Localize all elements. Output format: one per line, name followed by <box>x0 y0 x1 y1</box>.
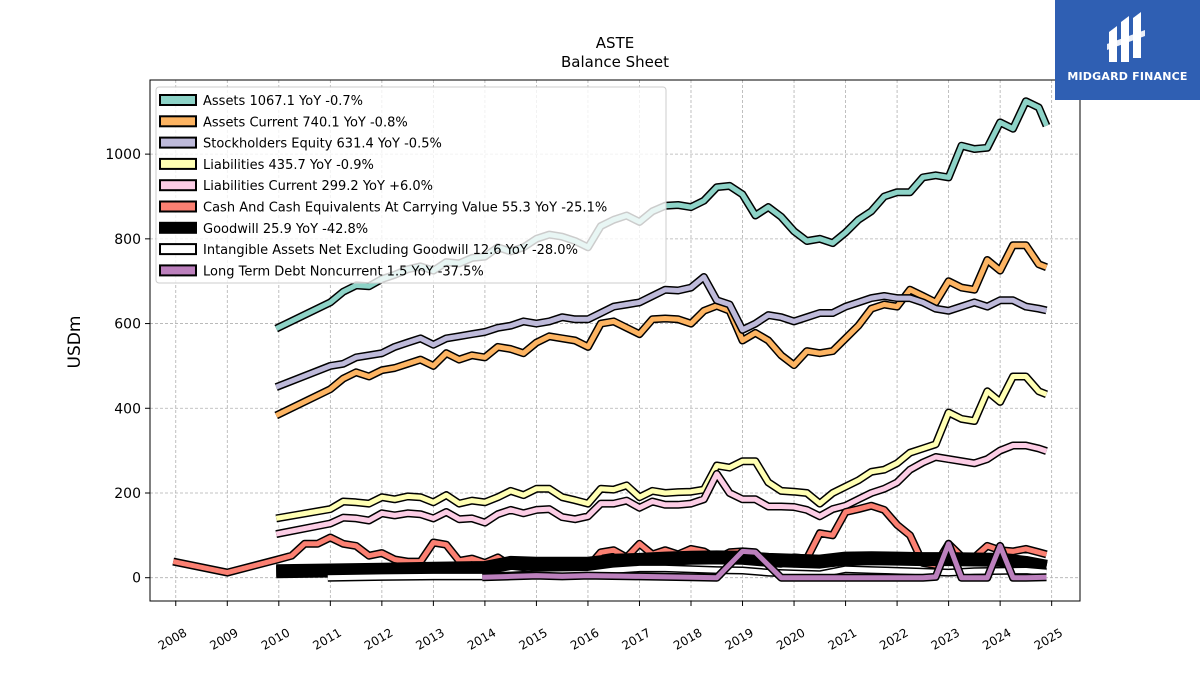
series-line <box>482 541 1047 581</box>
legend-swatch <box>159 179 197 192</box>
x-tick-label: 2013 <box>413 625 446 652</box>
legend-label: Liabilities Current 299.2 YoY +6.0% <box>203 179 433 194</box>
legend-label: Cash And Cash Equivalents At Carrying Va… <box>203 201 607 216</box>
x-tick-label: 2022 <box>877 625 910 652</box>
brand-name: MIDGARD FINANCE <box>1067 70 1188 83</box>
legend-swatch <box>159 221 197 234</box>
chart-subtitle: Balance Sheet <box>561 53 669 71</box>
legend-label: Intangible Assets Net Excluding Goodwill… <box>203 243 578 258</box>
series-long-term-debt-noncurrent <box>482 539 1047 582</box>
legend-label: Assets 1067.1 YoY -0.7% <box>203 94 363 109</box>
series-stockholders-equity <box>274 273 1048 391</box>
legend-swatch <box>159 200 197 213</box>
x-tick-label: 2017 <box>620 625 653 652</box>
plot-frame <box>149 79 1081 602</box>
legend-swatch <box>159 264 197 277</box>
x-tick-label: 2025 <box>1032 625 1065 652</box>
series-line <box>275 374 1048 521</box>
brand-mark-icon <box>1107 12 1145 62</box>
x-tick-label: 2014 <box>465 625 498 652</box>
y-tick-label: 0 <box>132 571 141 587</box>
legend-item: Cash And Cash Equivalents At Carrying Va… <box>159 200 607 216</box>
x-tick-label: 2016 <box>568 625 601 652</box>
legend-item: Assets 1067.1 YoY -0.7% <box>159 94 363 109</box>
y-tick-label: 1000 <box>105 147 141 163</box>
y-tick-label: 400 <box>114 401 141 417</box>
x-tick-label: 2010 <box>259 625 292 652</box>
y-axis-label: USDm <box>65 316 85 369</box>
x-tick-label: 2015 <box>516 625 549 652</box>
legend-item: Assets Current 740.1 YoY -0.8% <box>159 115 408 130</box>
x-tick-label: 2018 <box>671 625 704 652</box>
x-tick-label: 2024 <box>980 625 1013 652</box>
x-tick-label: 2011 <box>310 625 343 652</box>
y-axis-ticks: 0 200 400 600 800 1000 <box>105 147 150 587</box>
legend-item: Long Term Debt Noncurrent 1.5 YoY -37.5% <box>159 264 484 279</box>
series-line <box>275 274 1048 390</box>
legend-label: Stockholders Equity 631.4 YoY -0.5% <box>203 137 442 152</box>
series-line <box>275 242 1048 418</box>
legend-item: Stockholders Equity 631.4 YoY -0.5% <box>159 136 442 152</box>
legend-swatch <box>159 157 197 170</box>
brand-logo: MIDGARD FINANCE <box>1055 0 1200 100</box>
legend-label: Liabilities 435.7 YoY -0.9% <box>203 158 374 173</box>
y-tick-label: 600 <box>114 317 141 333</box>
legend-item: Liabilities Current 299.2 YoY +6.0% <box>159 179 433 194</box>
series-liabilities <box>275 372 1048 523</box>
x-tick-label: 2023 <box>929 625 962 652</box>
legend: Assets 1067.1 YoY -0.7% Assets Current 74… <box>155 86 667 284</box>
x-tick-label: 2009 <box>207 625 240 652</box>
legend-item: Liabilities 435.7 YoY -0.9% <box>159 157 374 173</box>
series-line <box>275 443 1048 537</box>
series-assets-current <box>274 241 1048 420</box>
chart-title: ASTE <box>596 34 634 52</box>
x-tick-label: 2021 <box>826 625 859 652</box>
legend-item: Intangible Assets Net Excluding Goodwill… <box>159 243 578 258</box>
legend-swatch <box>159 115 197 128</box>
x-tick-label: 2020 <box>774 625 807 652</box>
x-tick-label: 2008 <box>156 625 189 652</box>
x-axis-ticks: 2008 2009 2010 2011 2012 2013 2014 2015 2016 2017… <box>156 601 1065 653</box>
x-tick-label: 2012 <box>362 625 395 652</box>
legend-label: Assets Current 740.1 YoY -0.8% <box>203 115 408 130</box>
legend-label: Long Term Debt Noncurrent 1.5 YoY -37.5% <box>203 264 484 279</box>
legend-swatch <box>159 136 197 149</box>
legend-swatch <box>159 94 197 106</box>
legend-box <box>155 86 667 284</box>
legend-swatch <box>159 243 197 256</box>
series-liabilities-current <box>275 441 1048 539</box>
y-tick-label: 800 <box>114 232 141 248</box>
legend-item: Goodwill 25.9 YoY -42.8% <box>159 221 368 237</box>
legend-label: Goodwill 25.9 YoY -42.8% <box>203 222 368 237</box>
y-tick-label: 200 <box>114 486 141 502</box>
x-tick-label: 2019 <box>723 625 756 652</box>
